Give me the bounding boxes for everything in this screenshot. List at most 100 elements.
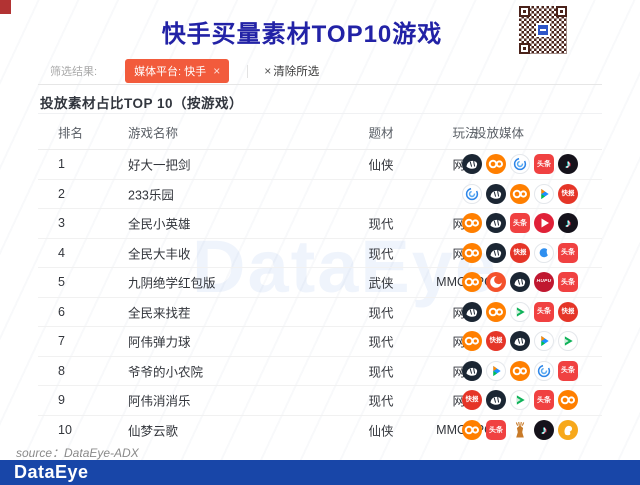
kuaibao-icon: 快报: [486, 331, 506, 352]
qr-finder-icon: [556, 6, 567, 17]
rank-cell: 9: [58, 393, 65, 408]
filter-bar: 筛选结果: 媒体平台: 快手 × × 清除所选: [38, 58, 602, 84]
table-row: 4全民大丰收现代网赚快报头条: [38, 239, 602, 268]
toutiao-icon: 头条: [510, 213, 530, 234]
rank-cell: 1: [58, 157, 65, 172]
pangle-icon: [486, 390, 506, 411]
table-row: 6全民来找茬现代网赚头条快报: [38, 298, 602, 327]
rank-cell: 5: [58, 275, 65, 290]
media-icons: HUPU 头条: [462, 272, 578, 293]
blue-vortex-icon: [534, 360, 554, 381]
red-swirl-icon: [486, 272, 506, 293]
tencent-video-icon: [534, 183, 554, 204]
game-name-cell: 全民小英雄: [128, 217, 191, 232]
rank-cell: 8: [58, 363, 65, 378]
theme-cell: 武侠: [368, 276, 394, 291]
media-icons: 快报: [462, 331, 578, 352]
blue-comma-icon: [534, 242, 554, 263]
pangle-icon: [462, 154, 482, 175]
media-icons: 快报 头条: [462, 390, 578, 411]
kuaishou-icon: [462, 331, 482, 352]
table-row: 1好大一把剑仙侠网赚头条♪: [38, 150, 602, 180]
dataeye-logo: DataEye: [14, 462, 89, 482]
source-note: source：DataEye-ADX: [16, 446, 139, 460]
game-name-cell: 九阴绝学红包版: [128, 276, 216, 291]
clear-icon: ×: [264, 64, 272, 78]
column-header-gameplay: 玩法: [452, 126, 478, 140]
pangle-icon: [486, 242, 506, 263]
game-name-cell: 233乐园: [128, 188, 174, 203]
theme-cell: 现代: [368, 365, 394, 380]
rank-cell: 4: [58, 245, 65, 260]
douyin-icon: ♪: [558, 154, 578, 175]
tag-close-icon[interactable]: ×: [213, 64, 221, 78]
qr-finder-icon: [519, 43, 530, 54]
green-play-icon: [558, 331, 578, 352]
game-name-cell: 好大一把剑: [128, 158, 191, 173]
filter-tag-media-platform[interactable]: 媒体平台: 快手 ×: [125, 59, 230, 83]
table-row: 9阿伟消消乐现代网赚快报头条: [38, 386, 602, 416]
watermark: DataEye: [192, 225, 499, 308]
column-header-rank: 排名: [58, 126, 84, 140]
douyin-icon: ♪: [558, 213, 578, 234]
tencent-video-icon: [486, 360, 506, 381]
kuaibao-icon: 快报: [510, 242, 530, 263]
filter-results-label: 筛选结果:: [50, 66, 98, 78]
theme-cell: 仙侠: [368, 158, 394, 173]
theme-cell: 现代: [368, 394, 394, 409]
pangle-icon: [462, 301, 482, 322]
pangle-icon: [510, 331, 530, 352]
tencent-video-icon: [534, 331, 554, 352]
column-header-game: 游戏名称: [128, 126, 179, 140]
pangle-icon: [462, 360, 482, 381]
game-name-cell: 阿伟消消乐: [128, 394, 191, 409]
table-row: 2 233乐园 快报: [38, 180, 602, 209]
kuaishou-icon: [558, 390, 578, 411]
kuaibao-icon: 快报: [558, 301, 578, 322]
toutiao-icon: 头条: [534, 301, 554, 322]
toutiao-icon: 头条: [558, 360, 578, 381]
game-name-cell: 阿伟弹力球: [128, 335, 191, 350]
theme-cell: 现代: [368, 217, 394, 232]
corner-mark: [0, 0, 11, 14]
media-icons: 快报 头条: [462, 242, 578, 263]
rank-cell: 7: [58, 334, 65, 349]
deer-icon: [510, 420, 530, 441]
section-title: 投放素材占比TOP 10（按游戏）: [40, 96, 244, 111]
hupu-icon: HUPU: [534, 272, 554, 293]
media-icons: 快报: [462, 183, 578, 204]
theme-cell: 现代: [368, 247, 394, 262]
media-icons: 头条 ♪: [462, 154, 578, 175]
toutiao-icon: 头条: [558, 242, 578, 263]
media-icons: 头条 快报: [462, 301, 578, 322]
kuaishou-icon: [462, 242, 482, 263]
green-play-icon: [510, 390, 530, 411]
table-row: 7阿伟弹力球现代网赚快报: [38, 327, 602, 357]
table-row: 3全民小英雄现代网赚头条♪: [38, 209, 602, 239]
media-icons: 头条 ♪: [462, 420, 578, 441]
filter-divider: [247, 64, 249, 78]
game-name-cell: 全民大丰收: [128, 247, 191, 262]
toutiao-icon: 头条: [558, 272, 578, 293]
rank-cell: 10: [58, 423, 72, 438]
media-icons: 头条: [462, 360, 578, 381]
douyin-icon: ♪: [534, 420, 554, 441]
game-name-cell: 全民来找茬: [128, 306, 191, 321]
page-title: 快手买量素材TOP10游戏: [161, 21, 443, 48]
kuaishou-icon: [510, 183, 530, 204]
toutiao-icon: 头条: [534, 390, 554, 411]
kuaibao-icon: 快报: [462, 390, 482, 411]
kuaishou-icon: [462, 213, 482, 234]
rank-cell: 2: [58, 186, 65, 201]
table-body: 1好大一把剑仙侠网赚头条♪2233乐园快报3全民小英雄现代网赚头条♪4全民大丰收…: [38, 150, 602, 445]
top10-table: 排名 游戏名称 题材 玩法 投放媒体 1好大一把剑仙侠网赚头条♪2233乐园快报…: [38, 113, 602, 445]
toutiao-icon: 头条: [534, 154, 554, 175]
theme-cell: 现代: [368, 335, 394, 350]
theme-cell: 现代: [368, 306, 394, 321]
red-play-icon: [534, 213, 554, 234]
table-header: 排名 游戏名称 题材 玩法 投放媒体: [38, 113, 602, 150]
clear-selection-button[interactable]: × 清除所选: [264, 63, 319, 79]
divider: [38, 84, 602, 85]
kuaishou-icon: [462, 272, 482, 293]
